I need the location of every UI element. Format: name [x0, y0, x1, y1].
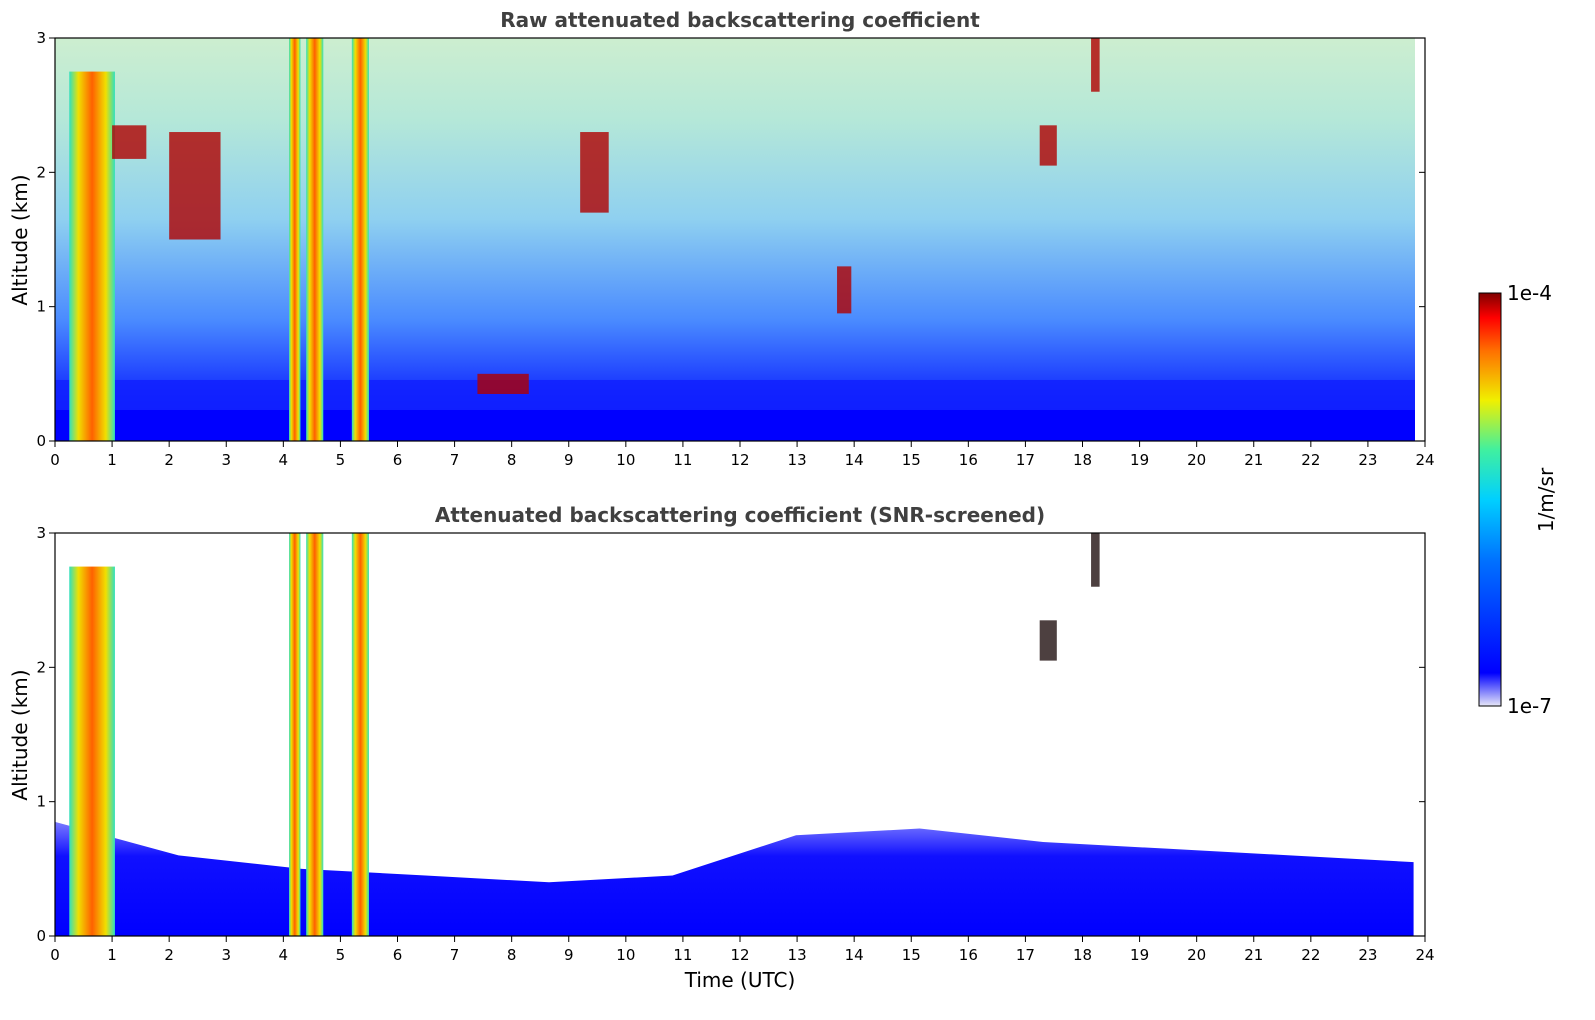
panel-raw-y-axis-label: Altitude (km)	[8, 174, 32, 305]
panel-raw-x-ticks: 0 1 2 3 4 5 6 7 8 9 10 11 12 13 14 15 16 17 18 19 20 21 22 23 24	[50, 441, 1435, 469]
x-tick-label: 11	[673, 946, 692, 964]
x-tick-label: 21	[1244, 451, 1263, 469]
x-tick-label: 15	[902, 451, 921, 469]
cloud-patch	[1039, 620, 1057, 661]
x-tick-label: 17	[1016, 451, 1035, 469]
x-tick-label: 20	[1187, 451, 1206, 469]
cloud-column	[351, 533, 369, 936]
cloud-patch	[1039, 125, 1057, 166]
x-tick-label: 10	[616, 451, 635, 469]
panel-screened-heatmap	[55, 533, 1425, 936]
x-tick-label: 13	[788, 451, 807, 469]
panel-screened-x-ticks: 0 1 2 3 4 5 6 7 8 9 10 11 12 13 14 15 16 17 18 19 20 21 22 23 24	[50, 936, 1435, 964]
x-tick-label: 3	[221, 451, 231, 469]
cloud-column	[289, 533, 301, 936]
x-tick-label: 12	[730, 946, 749, 964]
y-tick-label: 0	[36, 432, 46, 450]
cloud-patch	[580, 132, 609, 213]
x-tick-label: 2	[164, 451, 174, 469]
x-tick-label: 7	[450, 946, 460, 964]
cloud-patch	[169, 132, 221, 240]
colorbar: 1e-4 1e-7 1/m/sr	[1478, 281, 1558, 718]
x-tick-label: 0	[50, 451, 60, 469]
x-tick-label: 22	[1301, 451, 1320, 469]
x-tick-label: 14	[845, 946, 864, 964]
x-tick-label: 2	[164, 946, 174, 964]
x-tick-label: 16	[959, 451, 978, 469]
screened-boundary-layer	[55, 821, 1414, 936]
x-tick-label: 9	[564, 451, 574, 469]
x-tick-label: 5	[336, 451, 346, 469]
x-tick-label: 24	[1415, 946, 1434, 964]
x-tick-label: 23	[1358, 946, 1377, 964]
cloud-column	[69, 566, 115, 936]
y-tick-label: 1	[36, 793, 46, 811]
cloud-patch	[112, 125, 147, 159]
cloud-patch	[1091, 38, 1100, 92]
x-tick-label: 18	[1073, 451, 1092, 469]
cloud-patch	[477, 373, 529, 394]
cloud-column	[69, 71, 115, 441]
x-tick-label: 3	[221, 946, 231, 964]
y-tick-label: 2	[36, 658, 46, 676]
cloud-column	[306, 533, 324, 936]
y-tick-label: 3	[36, 524, 46, 542]
x-tick-label: 23	[1358, 451, 1377, 469]
panel-raw-y-ticks: 0 1 2 3	[36, 29, 1425, 450]
x-axis-label: Time (UTC)	[684, 968, 796, 992]
cloud-column	[351, 38, 369, 441]
x-tick-label: 0	[50, 946, 60, 964]
x-tick-label: 6	[393, 451, 403, 469]
x-tick-label: 7	[450, 451, 460, 469]
colorbar-gradient	[1478, 292, 1502, 707]
x-tick-label: 19	[1130, 451, 1149, 469]
panel-screened-title: Attenuated backscattering coefficient (S…	[435, 503, 1045, 527]
cloud-patch	[837, 266, 852, 314]
panel-screened-y-ticks: 0 1 2 3	[36, 524, 1425, 945]
x-tick-label: 18	[1073, 946, 1092, 964]
cloud-column	[306, 38, 324, 441]
x-tick-label: 11	[673, 451, 692, 469]
cloud-patch	[1091, 533, 1100, 587]
panel-raw-heatmap	[55, 38, 1415, 441]
panel-raw-title: Raw attenuated backscattering coefficien…	[500, 8, 980, 32]
x-tick-label: 15	[902, 946, 921, 964]
x-tick-label: 6	[393, 946, 403, 964]
colorbar-unit-label: 1/m/sr	[1534, 467, 1558, 532]
x-tick-label: 24	[1415, 451, 1434, 469]
x-tick-label: 17	[1016, 946, 1035, 964]
x-tick-label: 21	[1244, 946, 1263, 964]
x-tick-label: 13	[788, 946, 807, 964]
raw-background	[55, 38, 1415, 441]
x-tick-label: 19	[1130, 946, 1149, 964]
cloud-column	[289, 38, 301, 441]
panel-raw: Raw attenuated backscattering coefficien…	[8, 8, 1435, 469]
x-tick-label: 4	[279, 946, 289, 964]
x-tick-label: 16	[959, 946, 978, 964]
x-tick-label: 8	[507, 946, 517, 964]
raw-aerosol-core	[55, 410, 1415, 441]
screened-cloud-features	[69, 533, 1100, 936]
colorbar-min-label: 1e-7	[1507, 694, 1552, 718]
x-tick-label: 4	[279, 451, 289, 469]
y-tick-label: 2	[36, 163, 46, 181]
panel-screened: Attenuated backscattering coefficient (S…	[8, 503, 1435, 992]
x-tick-label: 22	[1301, 946, 1320, 964]
y-tick-label: 0	[36, 927, 46, 945]
panel-screened-y-axis-label: Altitude (km)	[8, 669, 32, 800]
x-tick-label: 10	[616, 946, 635, 964]
raw-cloud-features	[69, 38, 1100, 441]
x-tick-label: 20	[1187, 946, 1206, 964]
x-tick-label: 14	[845, 451, 864, 469]
x-tick-label: 9	[564, 946, 574, 964]
x-tick-label: 12	[730, 451, 749, 469]
x-tick-label: 1	[107, 451, 117, 469]
y-tick-label: 3	[36, 29, 46, 47]
x-tick-label: 1	[107, 946, 117, 964]
colorbar-max-label: 1e-4	[1507, 281, 1552, 305]
x-tick-label: 5	[336, 946, 346, 964]
y-tick-label: 1	[36, 298, 46, 316]
x-tick-label: 8	[507, 451, 517, 469]
